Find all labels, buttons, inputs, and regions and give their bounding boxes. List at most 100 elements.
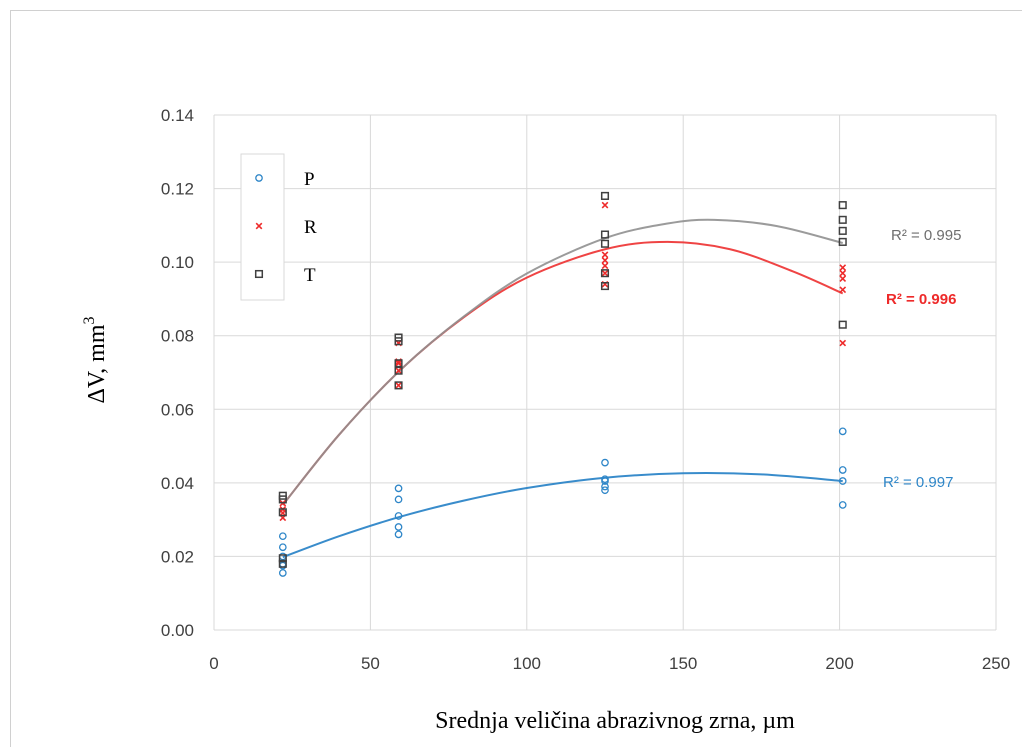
legend-label-t: T [304,265,316,286]
point-r [839,275,847,283]
chart-frame [10,10,1022,747]
point-t [394,333,403,342]
point-p [838,501,847,509]
point-r [601,262,609,270]
point-r [839,339,847,347]
point-p [394,530,403,539]
point-p [838,427,847,436]
point-t [278,508,287,517]
y-tick-label: 0.08 [161,327,194,346]
y-tick-labels: 0.00 0.02 0.04 0.06 0.08 0.10 0.12 0.14 [161,106,194,640]
legend-marker-t [254,269,264,279]
x-tick-label: 250 [982,654,1010,673]
legend-label-p: P [304,169,315,190]
x-tick-label: 200 [825,654,853,673]
point-t [600,230,610,239]
point-r [601,251,609,259]
point-p [394,523,403,531]
point-r-stroke [839,275,847,283]
point-r-stroke [601,262,609,270]
y-axis-title-main: ΔV, mm [84,324,110,403]
point-r-stroke [395,359,402,367]
y-tick-label: 0.14 [161,106,194,125]
legend-marker-r-stroke [255,222,263,230]
point-t [838,237,847,246]
point-t [394,359,403,368]
point-p [601,486,609,495]
point-r-stroke [839,286,847,294]
point-r-stroke [839,269,847,277]
point-t [600,269,610,278]
point-t [278,491,287,500]
point-p [278,569,287,577]
point-p [278,543,287,552]
x-axis-title: Srednja veličina abrazivnog zrna, µm [435,708,795,734]
point-r [395,382,402,389]
x-tick-label: 0 [209,654,218,673]
point-r [395,367,402,375]
point-r [601,201,609,209]
point-p [601,475,609,484]
point-t [838,226,847,235]
point-r-stroke [395,367,402,375]
y-axis-title-sup: 3 [81,316,98,324]
x-tick-label: 50 [361,654,380,673]
r2-label-t: R² = 0.995 [891,227,961,244]
point-t [394,366,403,375]
point-t [600,282,610,291]
point-r-stroke [395,382,402,389]
point-p [394,495,403,504]
point-r [601,256,609,264]
y-axis-title: ΔV, mm3 [81,316,110,403]
legend-label-r: R [304,217,317,238]
point-t [278,554,287,563]
point-p [601,482,609,491]
point-r-stroke [601,201,609,209]
point-p [838,466,847,474]
point-r-stroke [601,251,609,259]
trendline-p [282,472,843,559]
point-t [394,381,403,390]
r2-label-r: R² = 0.996 [886,291,956,308]
point-r [839,264,847,272]
point-r-stroke [601,269,609,277]
point-p [838,477,847,485]
y-tick-label: 0.06 [161,400,194,419]
y-tick-label: 0.02 [161,547,194,566]
trendlines [282,218,844,559]
point-t [278,559,287,568]
y-tick-label: 0.04 [161,474,194,493]
r2-label-p: R² = 0.997 [883,474,953,491]
point-t [600,239,610,248]
y-tick-label: 0.12 [161,180,194,199]
point-r [601,269,609,277]
point-r [839,269,847,277]
x-tick-labels: 0 50 100 150 200 250 [209,654,1010,673]
point-r-stroke [839,339,847,347]
gridlines [213,114,997,631]
y-tick-label: 0.10 [161,253,194,272]
point-t [838,320,847,329]
legend: P R T [240,153,317,301]
point-r [839,286,847,294]
r2-labels: R² = 0.997 R² = 0.996 R² = 0.995 [883,227,961,491]
x-tick-label: 150 [669,654,697,673]
point-p [394,512,403,520]
point-r-stroke [839,264,847,272]
legend-marker-r [255,222,263,230]
data-points [278,191,847,577]
point-t [838,215,847,224]
trendline-r [282,240,844,506]
point-p [601,458,609,467]
point-r [395,359,402,367]
point-r-stroke [601,256,609,264]
x-tick-label: 100 [513,654,541,673]
point-p [278,532,287,541]
trendline-t [282,218,843,506]
point-t [600,191,610,200]
legend-marker-p [255,174,263,182]
y-tick-label: 0.00 [161,621,194,640]
point-p [394,484,403,493]
point-t [838,201,847,210]
